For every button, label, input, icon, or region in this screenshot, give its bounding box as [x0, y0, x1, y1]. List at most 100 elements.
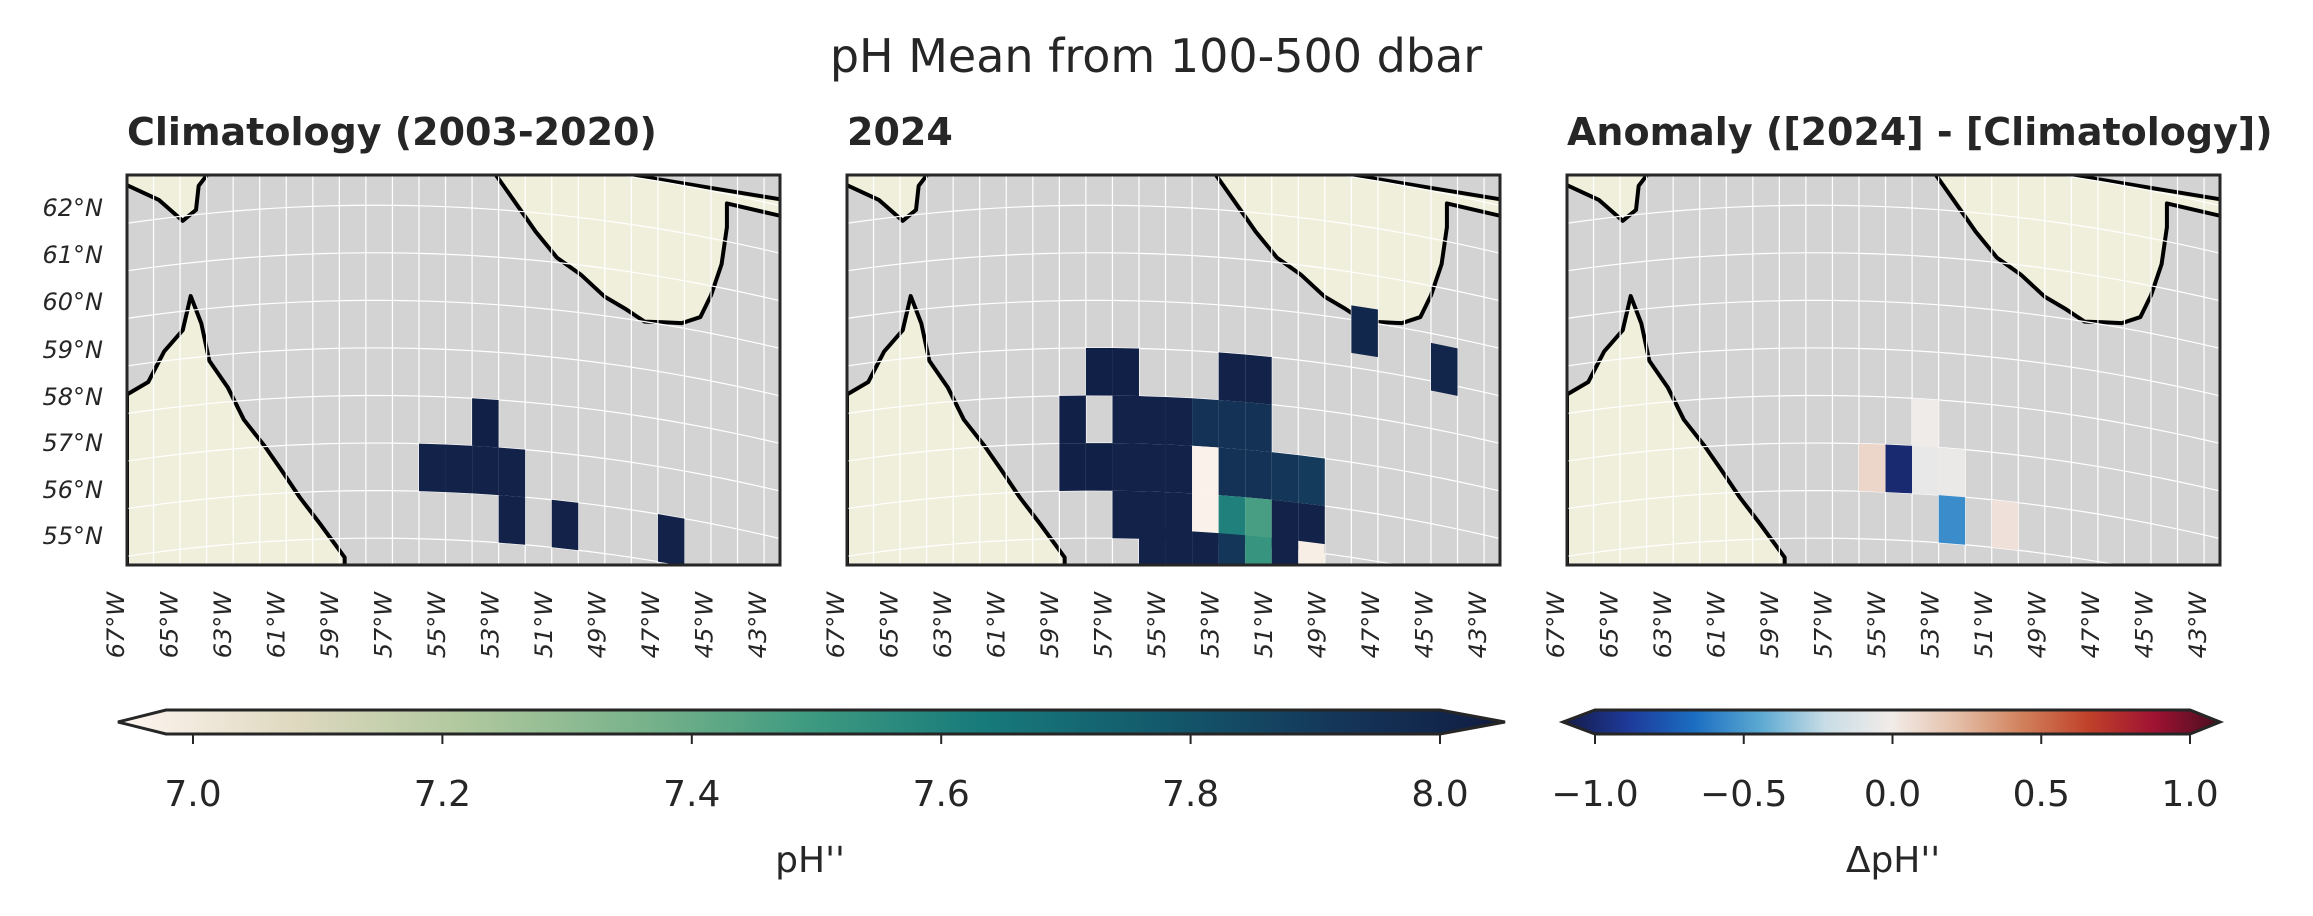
- longitude-label: 47°W: [637, 591, 665, 659]
- latitude-label: 58°N: [43, 383, 104, 411]
- data-cell: [1938, 447, 1966, 498]
- longitude-label: 57°W: [370, 591, 398, 659]
- labrador-land: [127, 294, 347, 565]
- data-cell: [1165, 530, 1193, 565]
- map-layers: [127, 175, 780, 565]
- map-2024: [845, 173, 1502, 567]
- latitude-label: 61°N: [43, 241, 104, 269]
- longitude-label: 61°W: [1703, 591, 1731, 659]
- anomaly-colorbar-bar: [1558, 708, 2225, 736]
- longitude-label: 61°W: [263, 591, 291, 659]
- data-cell: [418, 443, 446, 493]
- longitude-label: 47°W: [1357, 591, 1385, 659]
- longitude-label: 45°W: [2131, 591, 2159, 659]
- parallel-line: [127, 204, 780, 254]
- data-cell: [1218, 447, 1246, 498]
- parallel-line: [1567, 175, 2220, 207]
- colorbar-tick-label: 7.2: [414, 774, 471, 815]
- baffin-land: [1567, 175, 1649, 223]
- data-cell: [1218, 352, 1246, 403]
- labrador-land: [1567, 294, 1787, 565]
- data-cell: [1245, 449, 1272, 500]
- longitude-label: 55°W: [1863, 591, 1891, 659]
- anomaly-colorbar-ticks: −1.0 −0.5 0.0 0.5 1.0: [1551, 734, 2219, 815]
- data-cell: [1138, 529, 1166, 565]
- data-cell: [1298, 455, 1325, 507]
- parallel-line: [847, 204, 1500, 254]
- baffin-land: [847, 175, 929, 223]
- greenland-land: [1933, 175, 2220, 326]
- data-cell: [1192, 531, 1219, 565]
- longitude-label: 53°W: [1197, 591, 1225, 659]
- longitude-label: 67°W: [1542, 591, 1570, 659]
- data-cell: [1298, 502, 1325, 554]
- data-cell: [1165, 444, 1193, 494]
- longitude-label: 47°W: [2077, 591, 2105, 659]
- parallel-line: [1567, 299, 2220, 349]
- data-cell: [1245, 354, 1272, 405]
- parallel-line: [1567, 442, 2220, 492]
- parallel-line: [1567, 204, 2220, 254]
- longitude-label: 43°W: [744, 591, 772, 659]
- greenland-land: [493, 175, 780, 326]
- data-cell: [1085, 347, 1113, 396]
- parallel-line: [1567, 537, 2122, 565]
- data-cell: [498, 495, 526, 545]
- figure-title: pH Mean from 100-500 dbar: [830, 29, 1482, 83]
- longitude-label: 57°W: [1810, 591, 1838, 659]
- longitude-label: 61°W: [983, 591, 1011, 659]
- data-cell: [1298, 540, 1325, 565]
- data-cell: [472, 445, 499, 496]
- colorbar-tick-label: −0.5: [1700, 774, 1787, 815]
- data-cell: [1085, 443, 1113, 491]
- data-cell: [1218, 495, 1246, 545]
- data-cell: [1192, 398, 1219, 448]
- longitude-label: 43°W: [1464, 591, 1492, 659]
- panel-anomaly: Anomaly ([2024] - [Climatology]): [1565, 110, 2273, 567]
- data-cell: [1271, 537, 1299, 565]
- colorbar-tick-label: 7.4: [663, 774, 720, 815]
- data-cell: [1138, 443, 1166, 493]
- colorbar-tick-label: 0.0: [1864, 774, 1921, 815]
- longitude-label: 63°W: [929, 591, 957, 659]
- baffin-land: [127, 175, 209, 223]
- longitude-label: 63°W: [1649, 591, 1677, 659]
- data-cell: [1271, 452, 1299, 503]
- colorbar-tick-label: 7.6: [913, 774, 970, 815]
- latitude-label: 59°N: [43, 336, 104, 364]
- data-cell: [1245, 402, 1272, 453]
- data-cell: [1165, 492, 1193, 541]
- longitude-label: 59°W: [1756, 591, 1784, 659]
- data-cell: [1245, 535, 1272, 565]
- longitude-label: 59°W: [1036, 591, 1064, 659]
- data-cell: [1059, 395, 1086, 444]
- longitude-label: 53°W: [1917, 591, 1945, 659]
- parallel-line: [127, 537, 682, 565]
- colorbar-tick-label: −1.0: [1551, 774, 1638, 815]
- longitude-label: 45°W: [1411, 591, 1439, 659]
- data-cell: [445, 444, 473, 494]
- longitude-label: 49°W: [584, 591, 612, 659]
- parallel-line: [1567, 394, 2220, 445]
- longitude-label: 53°W: [477, 591, 505, 659]
- parallel-line: [127, 175, 780, 207]
- longitude-label: 65°W: [156, 591, 184, 659]
- colorbar-tick-label: 7.0: [164, 774, 221, 815]
- colorbar-tick-label: 0.5: [2013, 774, 2070, 815]
- data-cell: [472, 398, 499, 448]
- map-frame: [1565, 173, 2222, 567]
- longitude-label: 51°W: [1970, 591, 1998, 659]
- latitude-label: 62°N: [43, 194, 104, 222]
- map-layers: [847, 175, 1500, 565]
- panel-title-climatology: Climatology (2003-2020): [127, 110, 657, 154]
- data-cell: [1112, 395, 1139, 444]
- data-cell: [657, 514, 685, 565]
- latitude-label: 60°N: [43, 288, 104, 316]
- data-cell: [1912, 398, 1939, 448]
- parallel-line: [1567, 252, 2220, 302]
- data-cell: [1858, 443, 1886, 493]
- latitude-label: 56°N: [43, 476, 104, 504]
- colorbar-tick-label: 1.0: [2161, 774, 2218, 815]
- ph-colorbar-label: pH'': [775, 840, 845, 881]
